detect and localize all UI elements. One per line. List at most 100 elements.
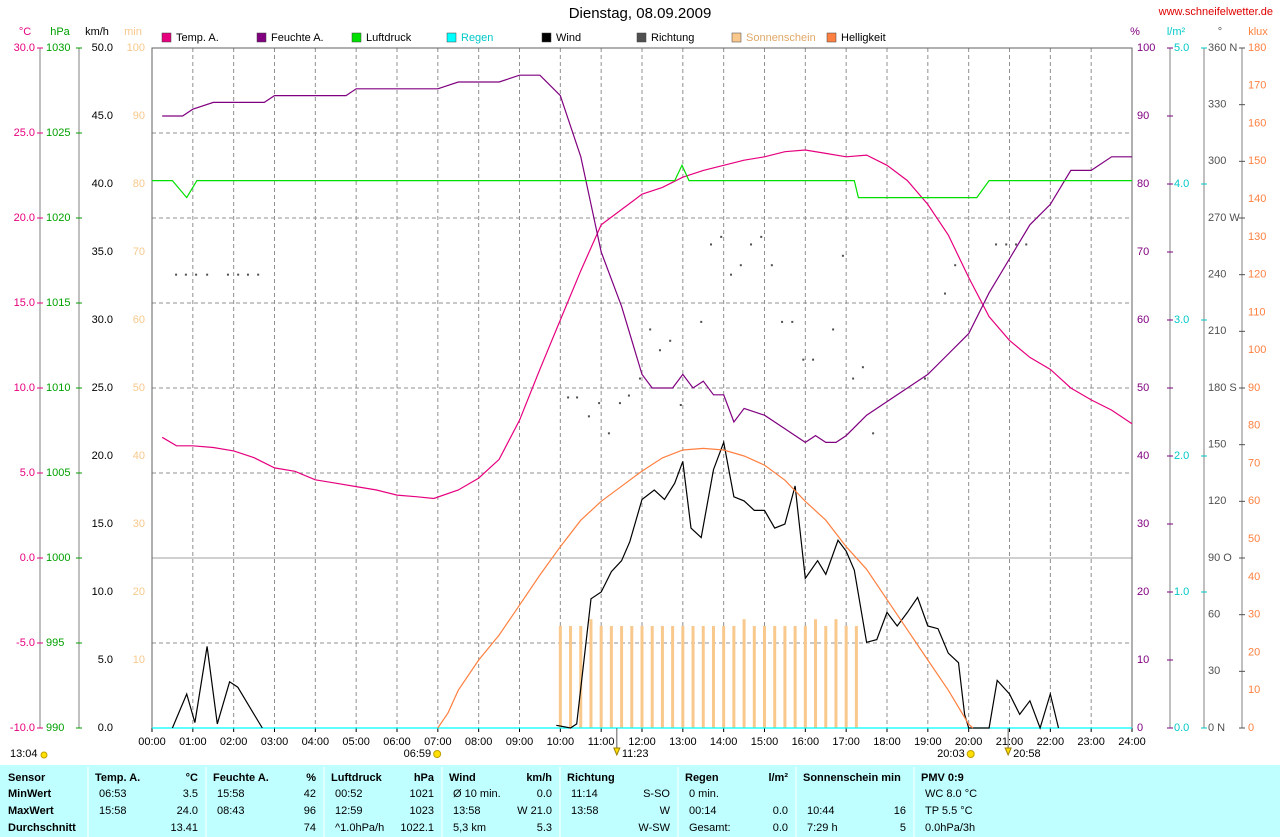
direction-dot <box>649 328 652 331</box>
x-tick-label: 13:00 <box>669 736 697 748</box>
legend-swatch <box>636 32 647 43</box>
y-tick-label: 130 <box>1248 231 1266 243</box>
direction-dot <box>832 328 835 331</box>
cell-value: W 21.0 <box>517 805 552 817</box>
sun-icon <box>966 750 975 758</box>
cell-value: 16 <box>894 805 906 817</box>
x-tick-label: 18:00 <box>873 736 901 748</box>
x-tick-label: 09:00 <box>506 736 534 748</box>
direction-dot <box>206 273 209 276</box>
y-tick-label: 1030 <box>46 42 70 54</box>
x-tick-label: 14:00 <box>710 736 738 748</box>
y-tick-label: 5.0 <box>98 654 113 666</box>
sunshine-bar <box>589 619 593 728</box>
sun-icon <box>433 750 442 758</box>
y-tick-label: 40.0 <box>92 178 113 190</box>
y-tick-label: 20 <box>1137 586 1149 598</box>
x-tick-label: 12:00 <box>628 736 656 748</box>
cell-text: 0 min. <box>689 788 719 800</box>
y-tick-label: 30 <box>133 518 145 530</box>
y-tick-label: 10 <box>133 654 145 666</box>
direction-dot <box>669 339 672 342</box>
legend-label: Helligkeit <box>841 32 886 44</box>
row-label: Durchschnitt <box>8 822 76 834</box>
y-tick-label: 10 <box>1248 684 1260 696</box>
sunshine-bar <box>691 626 695 728</box>
legend-swatch <box>446 32 457 43</box>
y-tick-label: 40 <box>133 450 145 462</box>
axis-unit: km/h <box>85 26 109 38</box>
direction-dot <box>730 273 733 276</box>
y-tick-label: 150 <box>1248 155 1266 167</box>
sunshine-bar <box>711 626 715 728</box>
sunshine-bar <box>599 626 603 728</box>
sunshine-bar <box>701 626 705 728</box>
y-tick-label: 80 <box>1248 420 1260 432</box>
direction-dot <box>954 264 957 267</box>
y-tick-label: 20 <box>133 586 145 598</box>
x-tick-label: 15:00 <box>751 736 779 748</box>
legend-swatch <box>826 32 837 43</box>
x-tick-label: 19:00 <box>914 736 942 748</box>
day-length: 13:04 <box>10 748 38 760</box>
direction-dot <box>627 394 630 397</box>
y-tick-label: 120 <box>1208 495 1226 507</box>
cell-text: 13:58 <box>571 805 599 817</box>
y-tick-label: 30 <box>1208 665 1220 677</box>
column-unit: l/m² <box>768 772 788 784</box>
sunshine-bar <box>620 626 624 728</box>
cell-text: 06:53 <box>99 788 127 800</box>
x-tick-label: 08:00 <box>465 736 493 748</box>
column-header: Feuchte A. <box>213 772 269 784</box>
y-tick-label: 0 N <box>1208 722 1225 734</box>
series-line <box>161 149 1133 500</box>
y-tick-label: 70 <box>1248 457 1260 469</box>
direction-dot <box>760 235 763 238</box>
y-tick-label: 20.0 <box>92 450 113 462</box>
x-tick-label: 05:00 <box>342 736 370 748</box>
direction-dot <box>576 396 579 399</box>
legend-label: Sonnenschein <box>746 32 816 44</box>
cell-text: 7:29 h <box>807 822 838 834</box>
series-line <box>152 163 1132 199</box>
y-tick-label: 140 <box>1248 193 1266 205</box>
sunshine-bar <box>630 626 634 728</box>
y-tick-label: 40 <box>1248 571 1260 583</box>
cell-text: TP 5.5 °C <box>925 805 973 817</box>
y-tick-label: 60 <box>1248 495 1260 507</box>
x-tick-label: 04:00 <box>302 736 330 748</box>
x-tick-label: 23:00 <box>1077 736 1105 748</box>
sunshine-bar <box>793 626 797 728</box>
y-tick-label: 70 <box>1137 246 1149 258</box>
y-tick-label: 180 S <box>1208 382 1237 394</box>
cell-value: 1023 <box>410 805 434 817</box>
y-tick-label: 40 <box>1137 450 1149 462</box>
direction-dot <box>852 377 855 380</box>
y-tick-label: 210 <box>1208 325 1226 337</box>
y-tick-label: 270 W <box>1208 212 1240 224</box>
axis-unit: klux <box>1248 26 1268 38</box>
column-header: Temp. A. <box>95 772 140 784</box>
direction-dot <box>923 377 926 380</box>
y-tick-label: 80 <box>133 178 145 190</box>
legend-swatch <box>731 32 742 43</box>
y-tick-label: 50 <box>1137 382 1149 394</box>
cell-text: Gesamt: <box>689 822 731 834</box>
x-tick-label: 10:00 <box>547 736 575 748</box>
cell-value: S-SO <box>643 788 670 800</box>
y-tick-label: 5.0 <box>1174 42 1189 54</box>
y-tick-label: 10 <box>1137 654 1149 666</box>
y-tick-label: 1010 <box>46 382 70 394</box>
cell-value: W-SW <box>638 822 670 834</box>
y-tick-label: 20 <box>1248 646 1260 658</box>
y-tick-label: 330 <box>1208 99 1226 111</box>
y-tick-label: 1020 <box>46 212 70 224</box>
y-tick-label: 5.0 <box>20 467 35 479</box>
direction-dot <box>598 402 601 405</box>
y-tick-label: 80 <box>1137 178 1149 190</box>
y-tick-label: 1015 <box>46 297 70 309</box>
event-label: 20:58 <box>1013 748 1041 760</box>
direction-dot <box>638 377 641 380</box>
y-tick-label: 150 <box>1208 439 1226 451</box>
cell-text: 00:14 <box>689 805 717 817</box>
